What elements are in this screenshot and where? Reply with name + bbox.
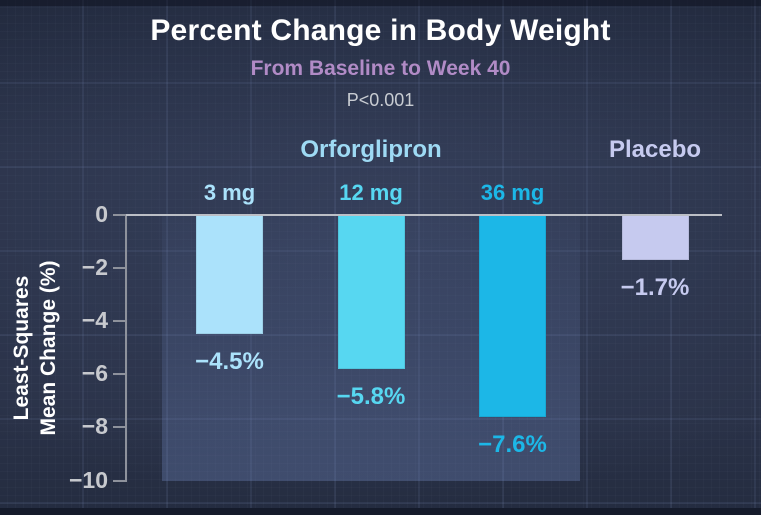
y-tick-label: −8	[81, 413, 108, 440]
dose-label-12-mg: 12 mg	[339, 180, 403, 205]
y-tick-mark	[113, 320, 126, 323]
bar-value-label: −4.5%	[195, 348, 264, 376]
chart-title: Percent Change in Body Weight	[150, 14, 611, 47]
y-tick-label: −4	[81, 307, 108, 334]
bar-value-label: −7.6%	[478, 430, 547, 458]
bar-value-label: −5.8%	[336, 382, 406, 410]
bar-orforglipron-36-mg	[479, 215, 546, 417]
p-value-annotation: P<0.001	[346, 90, 415, 110]
y-axis-title-line1: Least-Squares	[10, 275, 33, 421]
y-tick-mark	[113, 479, 126, 482]
bottom-edge-shade	[0, 508, 761, 515]
y-tick-label: 0	[95, 201, 108, 227]
y-tick-mark	[113, 267, 126, 270]
bar-value-label: −1.7%	[620, 274, 690, 302]
chart-subtitle: From Baseline to Week 40	[250, 57, 511, 80]
zero-baseline	[126, 214, 722, 216]
dose-label-3-mg: 3 mg	[203, 180, 256, 205]
bar-orforglipron-12-mg	[337, 215, 405, 369]
y-tick-mark	[113, 214, 126, 216]
y-tick-mark	[113, 373, 126, 376]
y-tick-label: −2	[81, 254, 108, 281]
y-axis-title-line2: Mean Change (%)	[37, 260, 61, 436]
y-axis-title: Least-Squares Mean Change (%)	[8, 213, 64, 483]
y-axis-line	[125, 215, 127, 482]
group-header-placebo: Placebo	[608, 136, 702, 163]
bar-orforglipron-3-mg	[196, 215, 263, 335]
y-tick-label: −6	[81, 360, 108, 387]
y-tick-label: −10	[68, 466, 108, 493]
top-edge-shade	[0, 0, 761, 6]
bar-placebo	[621, 215, 689, 261]
group-header-orforglipron: Orforglipron	[300, 136, 442, 163]
dose-label-36-mg: 36 mg	[480, 180, 545, 205]
y-tick-mark	[113, 426, 126, 429]
